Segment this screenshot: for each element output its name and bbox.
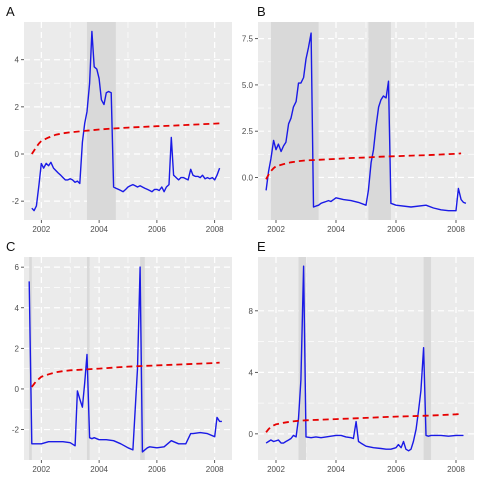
panel-e: E 2002 2004 2006 2008 0 4 8 xyxy=(249,239,474,474)
y-tick-label: 0 xyxy=(15,150,20,159)
x-tick-label: 2004 xyxy=(327,465,345,474)
panel-title: E xyxy=(257,239,266,254)
shaded-region xyxy=(368,22,391,220)
y-tick-label: 6 xyxy=(15,263,20,272)
x-tick-label: 2006 xyxy=(387,465,405,474)
x-tick-label: 2006 xyxy=(387,225,405,234)
x-tick-label: 2002 xyxy=(32,465,50,474)
series-line-dashed xyxy=(265,152,462,180)
series-line-dashed xyxy=(31,122,220,155)
panel-title: A xyxy=(6,4,15,19)
y-tick-label: 7.5 xyxy=(242,35,254,44)
y-tick-label: 2.5 xyxy=(242,127,254,136)
series-line-solid xyxy=(31,30,221,212)
y-tick-label: 0 xyxy=(249,430,254,439)
x-tick-label: 2004 xyxy=(90,465,108,474)
y-tick-label: 8 xyxy=(249,307,254,316)
x-tick-label: 2008 xyxy=(447,465,465,474)
panel-title: B xyxy=(257,4,266,19)
series-line-dashed xyxy=(31,361,220,388)
y-tick-label: 4 xyxy=(15,304,20,313)
y-tick-label: -2 xyxy=(12,426,20,435)
x-tick-label: 2002 xyxy=(32,225,50,234)
shaded-region xyxy=(86,257,90,460)
x-tick-label: 2006 xyxy=(148,225,166,234)
series-line-solid xyxy=(28,266,222,453)
panel-b: B 2002 2004 2006 2008 0.0 2.5 5.0 7.5 xyxy=(242,4,474,234)
series-line-solid xyxy=(265,265,464,452)
shaded-region xyxy=(298,257,306,460)
x-tick-label: 2004 xyxy=(90,225,108,234)
y-tick-label: -2 xyxy=(12,197,20,206)
x-tick-label: 2004 xyxy=(327,225,345,234)
shaded-region xyxy=(423,257,432,460)
shaded-region xyxy=(140,257,145,460)
x-tick-label: 2008 xyxy=(206,465,224,474)
series-line-solid xyxy=(265,32,467,212)
y-tick-label: 0 xyxy=(15,385,20,394)
shaded-region xyxy=(86,22,116,220)
x-tick-label: 2008 xyxy=(206,225,224,234)
panel-title: C xyxy=(6,239,15,254)
x-tick-label: 2008 xyxy=(447,225,465,234)
x-tick-label: 2002 xyxy=(267,225,285,234)
panel-c: C 2002 2004 2006 2008 -2 0 2 4 6 xyxy=(6,239,232,474)
plot-panel-background xyxy=(24,22,232,220)
y-tick-label: 4 xyxy=(15,56,20,65)
panel-a: A 2002 2004 2006 2008 -2 0 2 4 xyxy=(6,4,232,234)
x-tick-label: 2002 xyxy=(267,465,285,474)
series-line-dashed xyxy=(265,413,462,433)
x-tick-label: 2006 xyxy=(148,465,166,474)
y-tick-label: 2 xyxy=(15,103,20,112)
y-tick-label: 4 xyxy=(249,368,254,377)
y-tick-label: 2 xyxy=(15,344,20,353)
y-tick-label: 5.0 xyxy=(242,81,254,90)
y-tick-label: 0.0 xyxy=(242,173,254,182)
shaded-region xyxy=(270,22,319,220)
